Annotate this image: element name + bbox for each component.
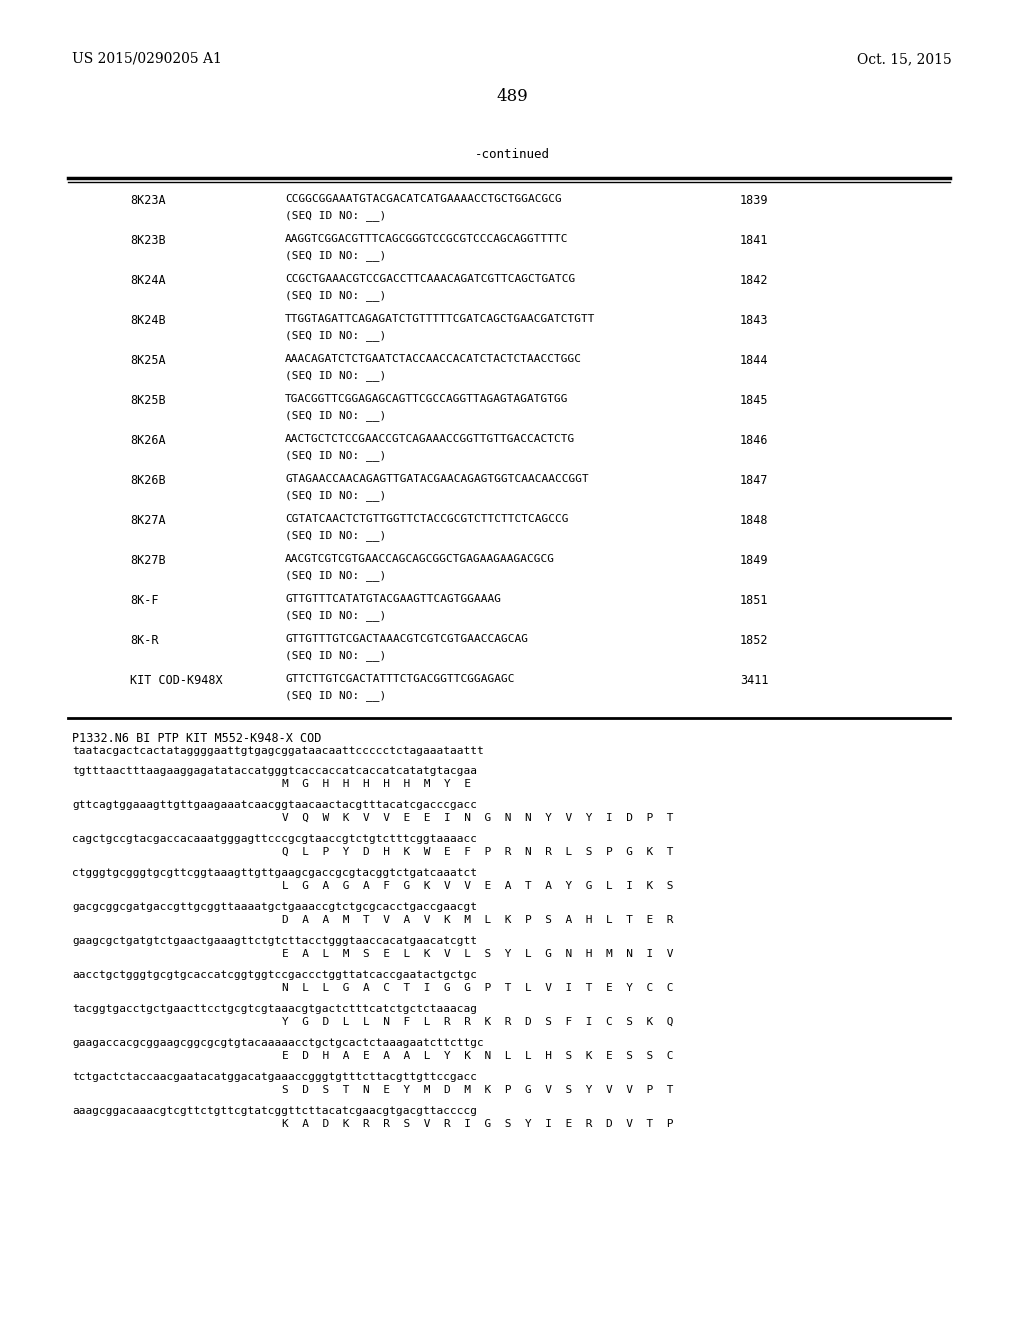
Text: (SEQ ID NO: __): (SEQ ID NO: __) xyxy=(285,570,386,581)
Text: (SEQ ID NO: __): (SEQ ID NO: __) xyxy=(285,370,386,381)
Text: (SEQ ID NO: __): (SEQ ID NO: __) xyxy=(285,210,386,220)
Text: K  A  D  K  R  R  S  V  R  I  G  S  Y  I  E  R  D  V  T  P: K A D K R R S V R I G S Y I E R D V T P xyxy=(282,1119,674,1129)
Text: gacgcggcgatgaccgttgcggttaaaatgctgaaaccgtctgcgcacctgaccgaacgt: gacgcggcgatgaccgttgcggttaaaatgctgaaaccgt… xyxy=(72,902,477,912)
Text: CCGGCGGAAATGTACGACATCATGAAAACCTGCTGGACGCG: CCGGCGGAAATGTACGACATCATGAAAACCTGCTGGACGC… xyxy=(285,194,562,205)
Text: E  D  H  A  E  A  A  L  Y  K  N  L  L  H  S  K  E  S  S  C: E D H A E A A L Y K N L L H S K E S S C xyxy=(282,1051,674,1061)
Text: AACGTCGTCGTGAACCAGCAGCGGCTGAGAAGAAGACGCG: AACGTCGTCGTGAACCAGCAGCGGCTGAGAAGAAGACGCG xyxy=(285,554,555,564)
Text: CGTATCAACTCTGTTGGTTCTACCGCGTCTTCTTCTCAGCCG: CGTATCAACTCTGTTGGTTCTACCGCGTCTTCTTCTCAGC… xyxy=(285,513,568,524)
Text: 1843: 1843 xyxy=(740,314,768,327)
Text: GTTGTTTCATATGTACGAAGTTCAGTGGAAAG: GTTGTTTCATATGTACGAAGTTCAGTGGAAAG xyxy=(285,594,501,605)
Text: D  A  A  M  T  V  A  V  K  M  L  K  P  S  A  H  L  T  E  R: D A A M T V A V K M L K P S A H L T E R xyxy=(282,915,674,925)
Text: taatacgactcactataggggaattgtgagcggataacaattccccctctagaaataattt: taatacgactcactataggggaattgtgagcggataacaa… xyxy=(72,746,483,756)
Text: 1844: 1844 xyxy=(740,354,768,367)
Text: GTTCTTGTCGACTATTTCTGACGGTTCGGAGAGC: GTTCTTGTCGACTATTTCTGACGGTTCGGAGAGC xyxy=(285,675,514,684)
Text: 8K-R: 8K-R xyxy=(130,634,159,647)
Text: ctgggtgcgggtgcgttcggtaaagttgttgaagcgaccgcgtacggtctgatcaaatct: ctgggtgcgggtgcgttcggtaaagttgttgaagcgaccg… xyxy=(72,869,477,878)
Text: US 2015/0290205 A1: US 2015/0290205 A1 xyxy=(72,51,222,66)
Text: 8K24B: 8K24B xyxy=(130,314,166,327)
Text: 1849: 1849 xyxy=(740,554,768,568)
Text: 8K27A: 8K27A xyxy=(130,513,166,527)
Text: (SEQ ID NO: __): (SEQ ID NO: __) xyxy=(285,330,386,341)
Text: 1841: 1841 xyxy=(740,234,768,247)
Text: gaagcgctgatgtctgaactgaaagttctgtcttacctgggtaaccacatgaacatcgtt: gaagcgctgatgtctgaactgaaagttctgtcttacctgg… xyxy=(72,936,477,946)
Text: 1839: 1839 xyxy=(740,194,768,207)
Text: gttcagtggaaagttgttgaagaaatcaacggtaacaactacgtttacatcgacccgacc: gttcagtggaaagttgttgaagaaatcaacggtaacaact… xyxy=(72,800,477,810)
Text: KIT COD-K948X: KIT COD-K948X xyxy=(130,675,222,686)
Text: (SEQ ID NO: __): (SEQ ID NO: __) xyxy=(285,450,386,461)
Text: 8K27B: 8K27B xyxy=(130,554,166,568)
Text: tacggtgacctgctgaacttcctgcgtcgtaaacgtgactctttcatctgctctaaacag: tacggtgacctgctgaacttcctgcgtcgtaaacgtgact… xyxy=(72,1005,477,1014)
Text: (SEQ ID NO: __): (SEQ ID NO: __) xyxy=(285,531,386,541)
Text: 1845: 1845 xyxy=(740,393,768,407)
Text: GTAGAACCAACAGAGTTGATACGAACAGAGTGGTCAACAACCGGT: GTAGAACCAACAGAGTTGATACGAACAGAGTGGTCAACAA… xyxy=(285,474,589,484)
Text: 8K24A: 8K24A xyxy=(130,275,166,286)
Text: N  L  L  G  A  C  T  I  G  G  P  T  L  V  I  T  E  Y  C  C: N L L G A C T I G G P T L V I T E Y C C xyxy=(282,983,674,993)
Text: AAGGTCGGACGTTTCAGCGGGTCCGCGTCCCAGCAGGTTTTC: AAGGTCGGACGTTTCAGCGGGTCCGCGTCCCAGCAGGTTT… xyxy=(285,234,568,244)
Text: aacctgctgggtgcgtgcaccatcggtggtccgaccctggttatcaccgaatactgctgc: aacctgctgggtgcgtgcaccatcggtggtccgaccctgg… xyxy=(72,970,477,979)
Text: V  Q  W  K  V  V  E  E  I  N  G  N  N  Y  V  Y  I  D  P  T: V Q W K V V E E I N G N N Y V Y I D P T xyxy=(282,813,674,822)
Text: AACTGCTCTCCGAACCGTCAGAAACCGGTTGTTGACCACTCTG: AACTGCTCTCCGAACCGTCAGAAACCGGTTGTTGACCACT… xyxy=(285,434,575,444)
Text: (SEQ ID NO: __): (SEQ ID NO: __) xyxy=(285,610,386,620)
Text: 1846: 1846 xyxy=(740,434,768,447)
Text: (SEQ ID NO: __): (SEQ ID NO: __) xyxy=(285,411,386,421)
Text: (SEQ ID NO: __): (SEQ ID NO: __) xyxy=(285,290,386,301)
Text: 8K23B: 8K23B xyxy=(130,234,166,247)
Text: 8K25B: 8K25B xyxy=(130,393,166,407)
Text: CCGCTGAAACGTCCGACCTTCAAACAGATCGTTCAGCTGATCG: CCGCTGAAACGTCCGACCTTCAAACAGATCGTTCAGCTGA… xyxy=(285,275,575,284)
Text: L  G  A  G  A  F  G  K  V  V  E  A  T  A  Y  G  L  I  K  S: L G A G A F G K V V E A T A Y G L I K S xyxy=(282,880,674,891)
Text: Q  L  P  Y  D  H  K  W  E  F  P  R  N  R  L  S  P  G  K  T: Q L P Y D H K W E F P R N R L S P G K T xyxy=(282,847,674,857)
Text: 3411: 3411 xyxy=(740,675,768,686)
Text: aaagcggacaaacgtcgttctgttcgtatcggttcttacatcgaacgtgacgttaccccg: aaagcggacaaacgtcgttctgttcgtatcggttcttaca… xyxy=(72,1106,477,1115)
Text: 8K25A: 8K25A xyxy=(130,354,166,367)
Text: 8K26A: 8K26A xyxy=(130,434,166,447)
Text: M  G  H  H  H  H  H  M  Y  E: M G H H H H H M Y E xyxy=(282,779,471,789)
Text: 8K-F: 8K-F xyxy=(130,594,159,607)
Text: 8K23A: 8K23A xyxy=(130,194,166,207)
Text: tctgactctaccaacgaatacatggacatgaaaccgggtgtttcttacgttgttccgacc: tctgactctaccaacgaatacatggacatgaaaccgggtg… xyxy=(72,1072,477,1082)
Text: 1842: 1842 xyxy=(740,275,768,286)
Text: (SEQ ID NO: __): (SEQ ID NO: __) xyxy=(285,649,386,661)
Text: GTTGTTTGTCGACTAAACGTCGTCGTGAACCAGCAG: GTTGTTTGTCGACTAAACGTCGTCGTGAACCAGCAG xyxy=(285,634,528,644)
Text: 1852: 1852 xyxy=(740,634,768,647)
Text: (SEQ ID NO: __): (SEQ ID NO: __) xyxy=(285,249,386,261)
Text: 1847: 1847 xyxy=(740,474,768,487)
Text: AAACAGATCTCTGAATCTACCAACCACATCTACTCTAACCTGGC: AAACAGATCTCTGAATCTACCAACCACATCTACTCTAACC… xyxy=(285,354,582,364)
Text: (SEQ ID NO: __): (SEQ ID NO: __) xyxy=(285,490,386,500)
Text: 489: 489 xyxy=(496,88,528,106)
Text: cagctgccgtacgaccacaaatgggagttcccgcgtaaccgtctgtctttcggtaaaacc: cagctgccgtacgaccacaaatgggagttcccgcgtaacc… xyxy=(72,834,477,843)
Text: 1848: 1848 xyxy=(740,513,768,527)
Text: E  A  L  M  S  E  L  K  V  L  S  Y  L  G  N  H  M  N  I  V: E A L M S E L K V L S Y L G N H M N I V xyxy=(282,949,674,960)
Text: S  D  S  T  N  E  Y  M  D  M  K  P  G  V  S  Y  V  V  P  T: S D S T N E Y M D M K P G V S Y V V P T xyxy=(282,1085,674,1096)
Text: TGACGGTTCGGAGAGCAGTTCGCCAGGTTAGAGTAGATGTGG: TGACGGTTCGGAGAGCAGTTCGCCAGGTTAGAGTAGATGT… xyxy=(285,393,568,404)
Text: P1332.N6 BI PTP KIT M552-K948-X COD: P1332.N6 BI PTP KIT M552-K948-X COD xyxy=(72,733,322,744)
Text: Y  G  D  L  L  N  F  L  R  R  K  R  D  S  F  I  C  S  K  Q: Y G D L L N F L R R K R D S F I C S K Q xyxy=(282,1016,674,1027)
Text: 1851: 1851 xyxy=(740,594,768,607)
Text: 8K26B: 8K26B xyxy=(130,474,166,487)
Text: gaagaccacgcggaagcggcgcgtgtacaaaaacctgctgcactctaaagaatcttcttgc: gaagaccacgcggaagcggcgcgtgtacaaaaacctgctg… xyxy=(72,1038,483,1048)
Text: -continued: -continued xyxy=(474,148,550,161)
Text: TTGGTAGATTCAGAGATCTGTTTTTCGATCAGCTGAACGATCTGTT: TTGGTAGATTCAGAGATCTGTTTTTCGATCAGCTGAACGA… xyxy=(285,314,596,323)
Text: (SEQ ID NO: __): (SEQ ID NO: __) xyxy=(285,690,386,701)
Text: tgtttaactttaagaaggagatataccatgggtcaccaccatcaccatcatatgtacgaa: tgtttaactttaagaaggagatataccatgggtcaccacc… xyxy=(72,766,477,776)
Text: Oct. 15, 2015: Oct. 15, 2015 xyxy=(857,51,952,66)
